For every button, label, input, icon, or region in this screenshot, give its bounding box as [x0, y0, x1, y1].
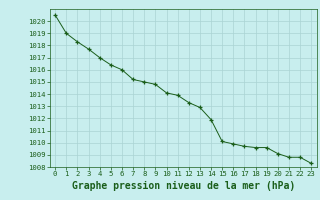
X-axis label: Graphe pression niveau de la mer (hPa): Graphe pression niveau de la mer (hPa)	[72, 181, 295, 191]
